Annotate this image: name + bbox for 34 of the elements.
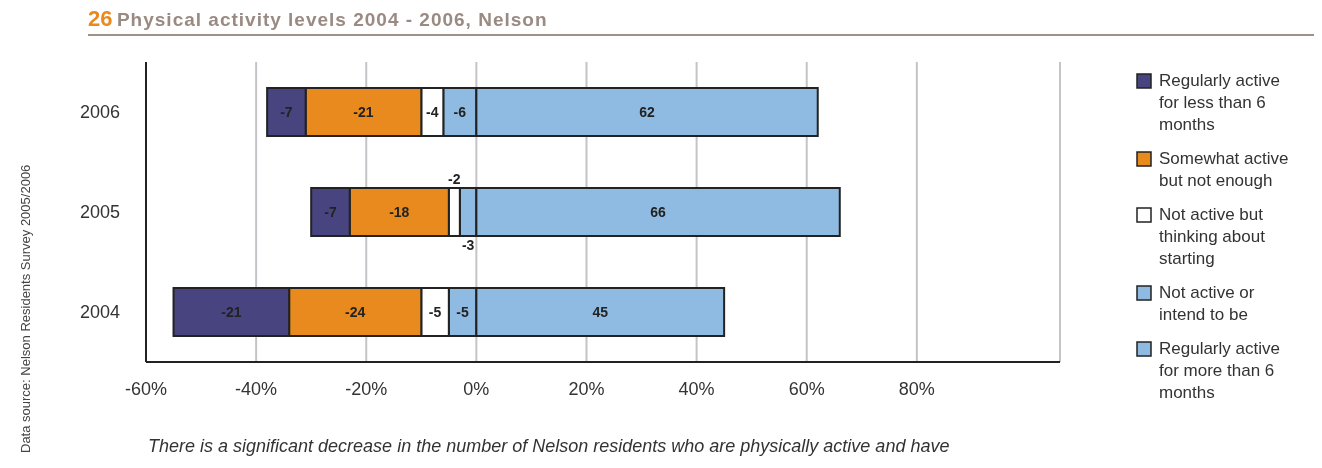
legend-label: Not active but thinking about starting xyxy=(1159,204,1266,270)
text: There is a significant decrease in the number of Nelson residents who are physically active and have xyxy=(148,436,950,457)
data-label: -4 xyxy=(426,103,439,120)
legend-label: Regularly active for less than 6 months xyxy=(1159,70,1281,136)
x-tick-label: -40% xyxy=(235,378,278,399)
data-label: -5 xyxy=(456,303,470,320)
y-tick-label: 2005 xyxy=(79,202,120,223)
y-tick-label: 2006 xyxy=(79,102,120,123)
x-tick-label: -60% xyxy=(124,378,168,399)
data-label: -18 xyxy=(389,203,410,220)
legend-label: Not active or intend to be xyxy=(1159,282,1256,326)
x-tick-label: 0% xyxy=(463,378,490,399)
data-label: -5 xyxy=(428,303,442,320)
data-label: -6 xyxy=(453,103,467,120)
data-label: 62 xyxy=(639,103,656,120)
data-label: -21 xyxy=(353,103,374,120)
x-tick-label: 20% xyxy=(568,378,605,399)
x-tick-label: 40% xyxy=(678,378,715,399)
data-label: 66 xyxy=(650,203,667,220)
legend-label: Somewhat active but not enough xyxy=(1159,148,1290,192)
chart-title: 26 Physical activity levels 2004 - 2006, Nelson xyxy=(88,6,548,31)
data-label: -2 xyxy=(448,170,461,187)
x-tick-label: -20% xyxy=(345,378,388,399)
data-label: -7 xyxy=(280,103,293,120)
legend-label: Regularly active for more than 6 months xyxy=(1159,338,1281,404)
x-tick-label: 60% xyxy=(788,378,825,399)
data-label: -7 xyxy=(324,203,337,220)
data-label: 45 xyxy=(592,303,609,320)
data-label: -21 xyxy=(221,303,242,320)
x-tick-label: 80% xyxy=(898,378,935,399)
source-note: Data source: Nelson Residents Survey 2005/2006 xyxy=(18,164,33,453)
data-label: -3 xyxy=(461,236,475,253)
data-label: -24 xyxy=(345,303,366,320)
y-tick-label: 2004 xyxy=(79,302,120,323)
